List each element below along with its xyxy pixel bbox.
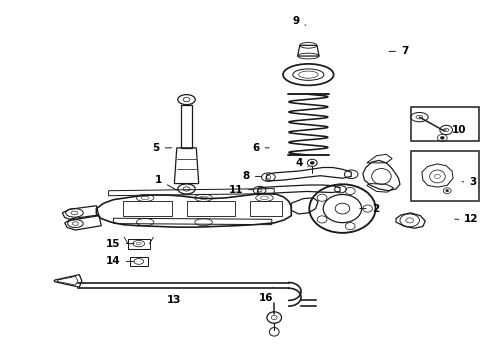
Text: 12: 12 xyxy=(455,214,479,224)
Ellipse shape xyxy=(446,190,449,192)
Text: 9: 9 xyxy=(293,16,306,26)
Text: 11: 11 xyxy=(228,185,253,195)
Text: 6: 6 xyxy=(252,143,269,153)
Text: 1: 1 xyxy=(155,175,177,190)
Ellipse shape xyxy=(310,161,314,164)
Text: 14: 14 xyxy=(106,256,134,266)
Bar xyxy=(411,152,479,202)
Text: 13: 13 xyxy=(167,295,182,305)
Text: 5: 5 xyxy=(152,143,171,153)
Text: 4: 4 xyxy=(295,158,308,168)
Ellipse shape xyxy=(441,136,444,139)
Text: 15: 15 xyxy=(106,239,134,249)
Bar xyxy=(411,107,479,141)
Text: 7: 7 xyxy=(389,46,408,57)
Text: 8: 8 xyxy=(243,171,262,181)
Text: 2: 2 xyxy=(360,203,379,213)
Text: 16: 16 xyxy=(259,287,273,303)
Text: 10: 10 xyxy=(442,125,466,135)
Text: 3: 3 xyxy=(462,177,476,187)
